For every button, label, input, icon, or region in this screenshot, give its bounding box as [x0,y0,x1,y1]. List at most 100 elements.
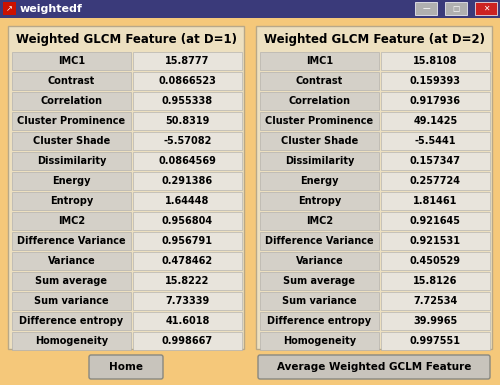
FancyBboxPatch shape [380,312,490,330]
FancyBboxPatch shape [132,252,242,270]
Text: IMC2: IMC2 [306,216,333,226]
FancyBboxPatch shape [132,72,242,90]
Text: Sum average: Sum average [284,276,356,286]
FancyBboxPatch shape [89,355,163,379]
Text: 0.0866523: 0.0866523 [158,76,216,86]
FancyBboxPatch shape [260,312,378,330]
FancyBboxPatch shape [260,132,378,150]
Text: Variance: Variance [296,256,343,266]
Text: 50.8319: 50.8319 [165,116,210,126]
Text: Weighted GLCM Feature (at D=2): Weighted GLCM Feature (at D=2) [264,33,484,47]
FancyBboxPatch shape [445,2,467,15]
Text: 0.0864569: 0.0864569 [158,156,216,166]
Text: Home: Home [109,362,143,372]
FancyBboxPatch shape [260,192,378,210]
FancyBboxPatch shape [12,152,130,170]
FancyBboxPatch shape [380,332,490,350]
FancyBboxPatch shape [12,252,130,270]
FancyBboxPatch shape [132,212,242,230]
FancyBboxPatch shape [260,72,378,90]
Text: Contrast: Contrast [48,76,95,86]
FancyBboxPatch shape [0,0,500,18]
Text: 0.917936: 0.917936 [410,96,461,106]
FancyBboxPatch shape [132,172,242,190]
FancyBboxPatch shape [12,292,130,310]
Text: -5.57082: -5.57082 [163,136,212,146]
Text: 0.998667: 0.998667 [162,336,213,346]
FancyBboxPatch shape [260,232,378,250]
Text: 0.157347: 0.157347 [410,156,461,166]
Text: Entropy: Entropy [50,196,93,206]
FancyBboxPatch shape [380,212,490,230]
Text: Cluster Prominence: Cluster Prominence [18,116,126,126]
FancyBboxPatch shape [132,132,242,150]
Text: 0.257724: 0.257724 [410,176,461,186]
FancyBboxPatch shape [380,152,490,170]
FancyBboxPatch shape [132,232,242,250]
FancyBboxPatch shape [132,292,242,310]
Text: -5.5441: -5.5441 [414,136,456,146]
FancyBboxPatch shape [380,72,490,90]
FancyBboxPatch shape [132,192,242,210]
FancyBboxPatch shape [12,312,130,330]
Text: Difference Variance: Difference Variance [17,236,126,246]
Text: 0.956804: 0.956804 [162,216,213,226]
FancyBboxPatch shape [12,172,130,190]
FancyBboxPatch shape [132,332,242,350]
Text: Homogeneity: Homogeneity [35,336,108,346]
FancyBboxPatch shape [132,52,242,70]
Text: 0.921645: 0.921645 [410,216,461,226]
FancyBboxPatch shape [132,272,242,290]
FancyBboxPatch shape [380,272,490,290]
FancyBboxPatch shape [12,72,130,90]
FancyBboxPatch shape [380,132,490,150]
FancyBboxPatch shape [132,312,242,330]
FancyBboxPatch shape [260,52,378,70]
Text: 41.6018: 41.6018 [165,316,210,326]
Text: Cluster Prominence: Cluster Prominence [266,116,374,126]
FancyBboxPatch shape [260,152,378,170]
Text: Homogeneity: Homogeneity [283,336,356,346]
Text: ✕: ✕ [483,4,489,13]
FancyBboxPatch shape [12,52,130,70]
FancyBboxPatch shape [260,172,378,190]
Text: 0.921531: 0.921531 [410,236,461,246]
Text: Cluster Shade: Cluster Shade [32,136,110,146]
Text: 15.8222: 15.8222 [165,276,210,286]
FancyBboxPatch shape [380,92,490,110]
Text: Difference entropy: Difference entropy [20,316,124,326]
FancyBboxPatch shape [380,172,490,190]
Text: 7.73339: 7.73339 [165,296,210,306]
FancyBboxPatch shape [260,252,378,270]
Text: Difference entropy: Difference entropy [268,316,372,326]
Text: ↗: ↗ [6,4,13,13]
Text: Sum variance: Sum variance [282,296,356,306]
FancyBboxPatch shape [380,52,490,70]
Text: 0.955338: 0.955338 [162,96,213,106]
Text: Average Weighted GCLM Feature: Average Weighted GCLM Feature [277,362,471,372]
FancyBboxPatch shape [260,332,378,350]
FancyBboxPatch shape [380,232,490,250]
Text: Sum average: Sum average [36,276,108,286]
FancyBboxPatch shape [380,252,490,270]
FancyBboxPatch shape [12,232,130,250]
Text: 15.8777: 15.8777 [165,56,210,66]
FancyBboxPatch shape [256,26,492,349]
Text: —: — [422,4,430,13]
Text: 0.956791: 0.956791 [162,236,213,246]
Text: Cluster Shade: Cluster Shade [280,136,358,146]
Text: IMC1: IMC1 [58,56,85,66]
Text: weightedf: weightedf [20,4,83,14]
FancyBboxPatch shape [12,332,130,350]
Text: Dissimilarity: Dissimilarity [284,156,354,166]
Text: 0.450529: 0.450529 [410,256,461,266]
FancyBboxPatch shape [132,152,242,170]
FancyBboxPatch shape [380,292,490,310]
FancyBboxPatch shape [260,92,378,110]
FancyBboxPatch shape [12,272,130,290]
FancyBboxPatch shape [132,112,242,130]
Text: 0.997551: 0.997551 [410,336,461,346]
FancyBboxPatch shape [380,112,490,130]
Text: Variance: Variance [48,256,95,266]
Text: 1.81461: 1.81461 [413,196,458,206]
